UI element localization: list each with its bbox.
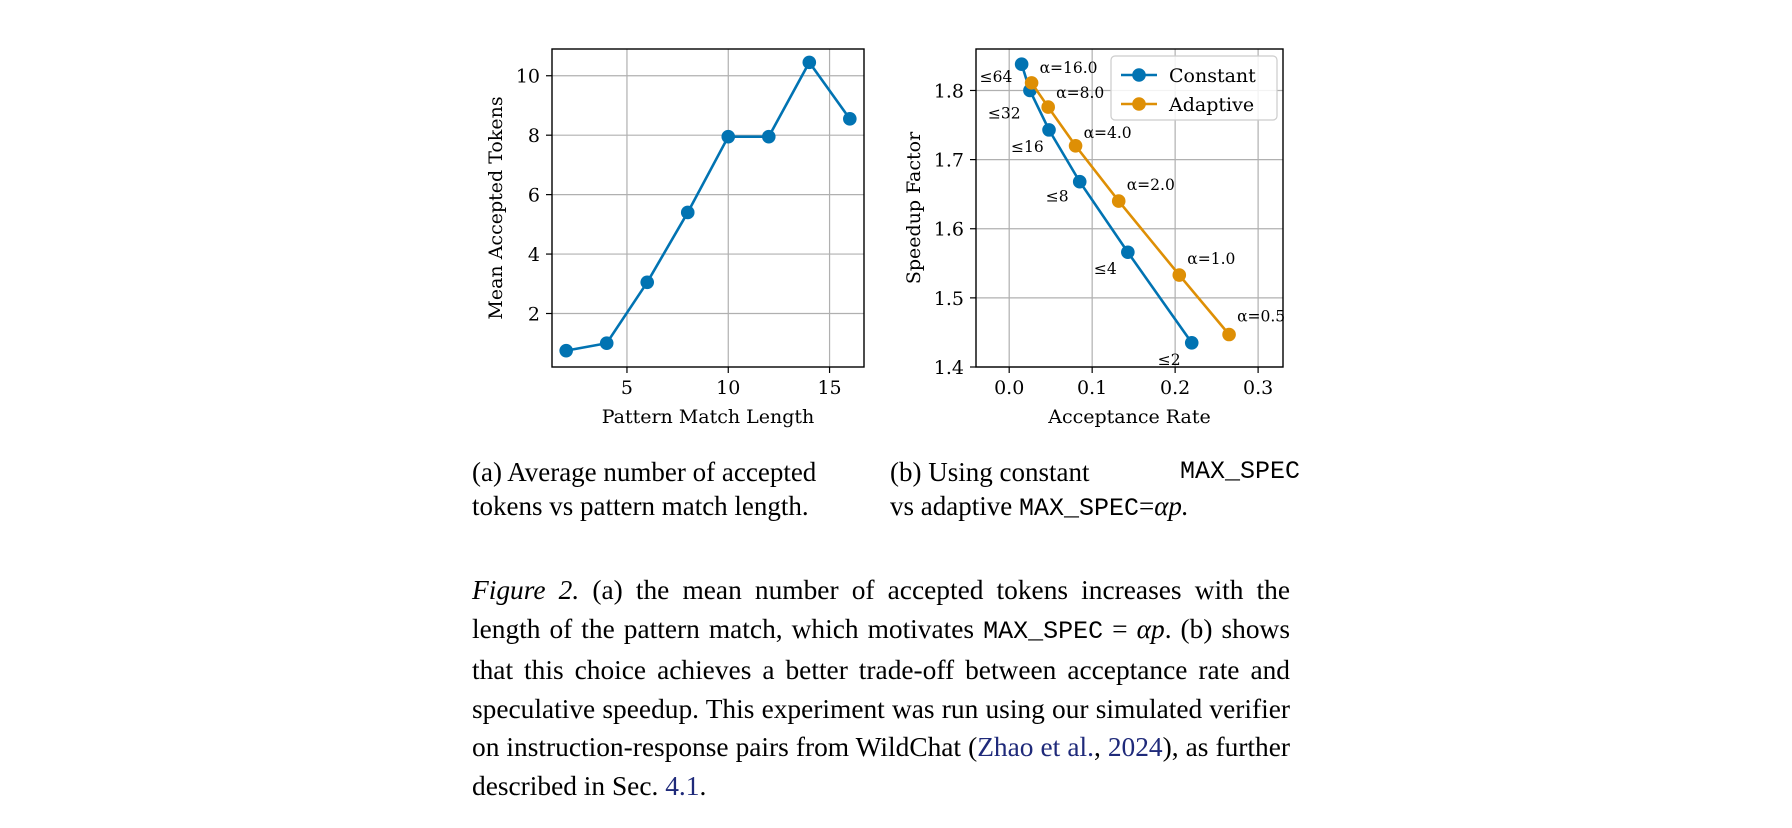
point-label-constant-5: ≤2: [1158, 351, 1181, 369]
caption-math: αp: [1136, 613, 1165, 644]
point-label-adaptive-5: α=0.5: [1237, 308, 1285, 326]
y-axis-label-b: Speedup Factor: [903, 131, 925, 284]
data-point-constant-0: [1014, 57, 1029, 72]
chart-panel-a: 5 10 15 2 4 6 8 10 Pattern Match Length Mean Acce…: [485, 48, 865, 428]
data-point-constant-2: [1042, 123, 1056, 137]
tick-label-y-a-1: 4: [528, 244, 540, 266]
point-label-adaptive-0: α=16.0: [1040, 59, 1098, 77]
tick-label-y-a-0: 2: [528, 304, 540, 326]
citation-year-link[interactable]: 2024: [1107, 732, 1163, 762]
tick-label-y-b-0: 1.4: [934, 357, 964, 379]
data-point-constant-4: [1121, 245, 1135, 260]
subcaption-b-code2: MAX_SPEC: [1018, 494, 1139, 523]
subcaption-b-eq: =: [1139, 491, 1155, 521]
data-point-adaptive-5: [1222, 327, 1236, 342]
caption-text-3: ), as further described in Sec.: [472, 732, 1290, 801]
citation-sep: ,: [1093, 732, 1108, 762]
axes-frame-b: [975, 48, 1284, 368]
tick-label-y-b-4: 1.8: [934, 80, 964, 102]
subcaption-b-math: αp.: [1154, 491, 1189, 521]
tick-label-y-b-2: 1.6: [934, 219, 964, 241]
data-point-constant-3: [1072, 174, 1087, 189]
data-point-a-1: [599, 336, 614, 351]
legend-label-adaptive: Adaptive: [1168, 94, 1254, 116]
legend-marker-adaptive: [1132, 97, 1146, 111]
point-label-constant-3: ≤8: [1046, 188, 1069, 206]
series-line-a: [565, 59, 851, 352]
caption-text-4: .: [699, 770, 707, 801]
tick-label-y-a-4: 10: [516, 66, 540, 88]
subcaption-b: (b) Using constant MAX_SPEC vs adaptive …: [890, 455, 1300, 526]
data-point-a-4: [721, 129, 736, 144]
subcaption-a-line2: tokens vs pattern match length.: [472, 491, 809, 521]
data-point-a-3: [680, 205, 695, 220]
subcaption-b-line2: vs adaptive MAX_SPEC=αp.: [890, 489, 1300, 526]
citation-author-link[interactable]: Zhao et al.: [977, 732, 1094, 762]
tick-label-x-b-1: 0.1: [1077, 377, 1107, 399]
data-point-a-5: [761, 129, 776, 144]
caption-code: MAX_SPEC: [983, 616, 1104, 646]
subcaption-a: (a) Average number of accepted tokens vs…: [472, 455, 872, 523]
subcaption-b-code: MAX_SPEC: [1179, 457, 1300, 486]
caption-text-1: (a) the mean number of accepted tokens i…: [472, 575, 1290, 644]
axes-frame-a: [551, 48, 865, 368]
data-point-adaptive-1: [1041, 100, 1055, 114]
subcaption-b-line1: (b) Using constant MAX_SPEC: [890, 455, 1300, 489]
x-axis-label-a: Pattern Match Length: [602, 406, 815, 428]
caption-label: Figure 2.: [472, 575, 580, 605]
tick-label-x-b-3: 0.3: [1243, 377, 1273, 399]
tick-label-y-b-3: 1.7: [934, 150, 964, 172]
tick-label-y-b-1: 1.5: [934, 288, 964, 310]
legend-marker-constant: [1132, 68, 1146, 82]
subcaption-b-lead2: vs adaptive: [890, 491, 1013, 521]
point-label-adaptive-2: α=4.0: [1084, 124, 1132, 142]
point-label-adaptive-1: α=8.0: [1056, 84, 1104, 102]
subcaption-b-lead: (b) Using constant: [890, 457, 1090, 487]
data-point-constant-5: [1184, 336, 1199, 350]
caption-eq: =: [1103, 613, 1137, 644]
figure-caption: Figure 2. (a) the mean number of accepte…: [472, 571, 1290, 805]
point-label-constant-4: ≤4: [1094, 260, 1117, 278]
caption-text-2: . (b) shows that this choice achieves a …: [472, 613, 1290, 763]
tick-label-x-a-0: 5: [621, 377, 633, 399]
tick-label-y-a-3: 8: [528, 125, 540, 147]
section-link[interactable]: 4.1: [665, 770, 700, 801]
point-label-constant-1: ≤32: [988, 104, 1021, 122]
point-label-constant-2: ≤16: [1011, 138, 1044, 156]
data-point-a-2: [640, 275, 655, 290]
tick-label-x-a-2: 15: [817, 377, 841, 399]
chart-panel-b: 0.0 0.1 0.2 0.3 1.4 1.5 1.6 1.7 1.8 Acceptance Ra…: [903, 48, 1285, 428]
figure-canvas: 5 10 15 2 4 6 8 10 Pattern Match Length Mean Acce…: [485, 48, 1285, 428]
point-label-constant-0: ≤64: [980, 68, 1013, 86]
point-label-adaptive-3: α=2.0: [1127, 176, 1175, 194]
tick-label-x-b-0: 0.0: [994, 377, 1024, 399]
data-point-adaptive-0: [1024, 76, 1039, 90]
data-point-a-7: [843, 112, 857, 126]
point-label-adaptive-4: α=1.0: [1187, 250, 1235, 268]
legend-label-constant: Constant: [1169, 65, 1256, 87]
data-point-adaptive-2: [1068, 138, 1083, 153]
tick-label-y-a-2: 6: [528, 185, 540, 207]
tick-label-x-a-1: 10: [716, 377, 740, 399]
data-point-adaptive-3: [1111, 194, 1126, 208]
x-axis-label-b: Acceptance Rate: [1047, 406, 1210, 428]
y-axis-label-a: Mean Accepted Tokens: [485, 96, 507, 319]
data-point-a-6: [802, 55, 817, 70]
series-line-adaptive: [1030, 82, 1231, 336]
subcaption-a-line1: (a) Average number of accepted: [472, 457, 817, 487]
data-point-adaptive-4: [1172, 268, 1187, 282]
data-point-a-0: [559, 343, 573, 358]
tick-label-x-b-2: 0.2: [1160, 377, 1190, 399]
